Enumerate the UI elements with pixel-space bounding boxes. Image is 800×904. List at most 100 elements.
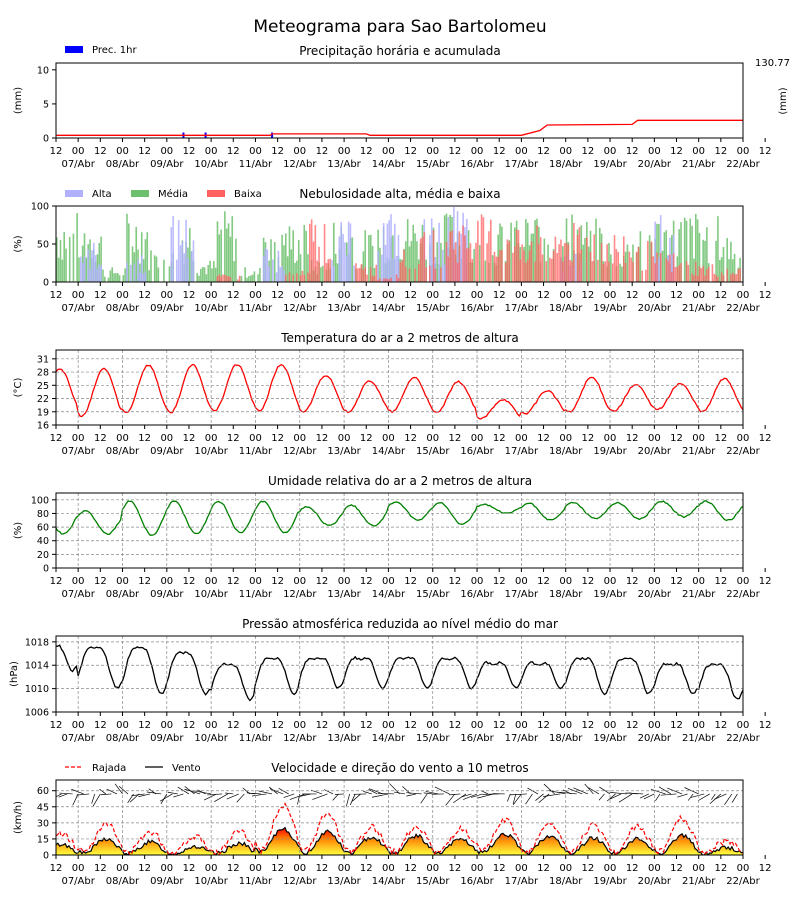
cloud-bar-media: [108, 278, 110, 282]
wind-xtick-label: 12: [138, 863, 151, 874]
humidity-xtick-label: 12: [626, 576, 639, 587]
wind-direction-arrow: [585, 784, 594, 794]
humidity-xtick-label: 00: [338, 576, 351, 587]
temp-xtick-label: 12: [759, 433, 772, 444]
cloud-bar-alta: [281, 266, 283, 282]
temp-xtick-label: 00: [160, 433, 173, 444]
humidity-xtick-label: 00: [692, 576, 705, 587]
main-title: Meteograma para Sao Bartolomeu: [253, 17, 546, 37]
humidity-xtick-label: 00: [515, 576, 528, 587]
pressure-panel: Pressão atmosférica reduzida ao nível mé…: [9, 617, 772, 744]
wind-direction-arrow: [194, 791, 211, 794]
cloud-bar-baixa: [222, 274, 224, 282]
clouds-xtick-label: 12: [493, 290, 506, 301]
humidity-xtick-label: 00: [249, 576, 262, 587]
cloud-bar-alta: [87, 249, 89, 282]
pressure-plot: [56, 645, 743, 700]
cloud-bar-media: [215, 268, 217, 282]
wind-xtick-label: 12: [94, 863, 107, 874]
clouds-title: Nebulosidade alta, média e baixa: [299, 187, 500, 201]
wind-date-label: 12/Abr: [283, 876, 317, 887]
pressure-xtick-label: 00: [205, 720, 218, 731]
cloud-bar-media: [335, 254, 337, 282]
temp-ytick-label: 22: [37, 394, 49, 405]
temp-plot: [56, 365, 743, 419]
wind-ytick-label: 30: [37, 818, 49, 829]
temp-date-label: 13/Abr: [327, 446, 361, 457]
precip-xtick-label: 12: [714, 146, 727, 157]
precip-xtick-label: 00: [737, 146, 750, 157]
cloud-bar-media: [599, 228, 601, 282]
cloud-bar-alta: [265, 248, 267, 282]
cloud-bar-alta: [139, 272, 141, 282]
cloud-bar-baixa: [217, 276, 219, 282]
wind-direction-arrow: [651, 789, 665, 794]
cloud-bar-baixa: [630, 257, 632, 282]
temp-date-label: 20/Abr: [638, 446, 672, 457]
precip-xtick-label: 12: [138, 146, 151, 157]
precip-ytick-label: 0: [43, 134, 49, 145]
wind-direction-arrow: [655, 794, 659, 801]
cloud-bar-baixa: [361, 264, 363, 282]
cloud-bar-media: [69, 237, 71, 282]
wind-xtick-label: 00: [382, 863, 395, 874]
cloud-bar-baixa: [592, 261, 594, 282]
wind-xtick-label: 12: [316, 863, 329, 874]
cloud-bar-media: [510, 223, 512, 282]
pressure-xtick-label: 12: [227, 720, 240, 731]
precip-xtick-label: 00: [338, 146, 351, 157]
wind-date-label: 21/Abr: [682, 876, 716, 887]
wind-xtick-label: 12: [360, 863, 373, 874]
humidity-date-label: 15/Abr: [416, 589, 450, 600]
temp-xtick-label: 12: [449, 433, 462, 444]
humidity-xtick-label: 12: [316, 576, 329, 587]
cloud-bar-baixa: [706, 269, 708, 282]
wind-direction-arrow: [237, 794, 245, 802]
temp-xtick-label: 12: [626, 433, 639, 444]
cloud-bar-baixa: [309, 224, 311, 282]
wind-direction-arrow: [626, 793, 644, 794]
pressure-line: [56, 645, 743, 700]
humidity-date-label: 16/Abr: [460, 589, 494, 600]
pressure-date-label: 22/Abr: [726, 733, 760, 744]
pressure-xtick-label: 12: [360, 720, 373, 731]
clouds-xtick-label: 00: [293, 290, 306, 301]
cloud-bar-baixa: [374, 276, 376, 282]
cloud-bar-baixa: [632, 262, 634, 282]
cloud-bar-media: [200, 269, 202, 282]
humidity-xtick-label: 12: [227, 576, 240, 587]
clouds-date-label: 22/Abr: [726, 303, 760, 314]
precip-legend-swatch: [65, 46, 83, 53]
cloud-bar-alta: [388, 220, 390, 282]
cloud-bar-baixa: [446, 242, 448, 282]
wind-direction-arrow: [92, 794, 95, 804]
cloud-bar-alta: [342, 234, 344, 282]
cloud-bar-baixa: [475, 243, 477, 282]
precip-xtick-label: 12: [360, 146, 373, 157]
wind-plot: [41, 783, 743, 855]
temp-xtick-label: 12: [271, 433, 284, 444]
cloud-bar-alta: [178, 220, 180, 282]
wind-date-label: 16/Abr: [460, 876, 494, 887]
clouds-xtick-label: 00: [692, 290, 705, 301]
cloud-bar-baixa: [558, 244, 560, 282]
cloud-bar-baixa: [520, 259, 522, 282]
pressure-xtick-label: 12: [404, 720, 417, 731]
cloud-bar-baixa: [239, 276, 241, 282]
wind-xtick-label: 00: [515, 863, 528, 874]
wind-xtick-label: 00: [471, 863, 484, 874]
cloud-bar-baixa: [715, 275, 717, 282]
cloud-bar-baixa: [366, 275, 368, 282]
cloud-bar-alta: [191, 252, 193, 282]
clouds-xtick-label: 12: [670, 290, 683, 301]
clouds-xtick-label: 00: [205, 290, 218, 301]
cloud-bar-media: [113, 273, 115, 282]
temp-xtick-label: 00: [338, 433, 351, 444]
humidity-date-label: 14/Abr: [372, 589, 406, 600]
cloud-bar-baixa: [555, 237, 557, 282]
cloud-bar-baixa: [403, 250, 405, 282]
cloud-bar-baixa: [586, 237, 588, 282]
cloud-bar-baixa: [580, 250, 582, 282]
cloud-bar-media: [63, 232, 65, 282]
precip-date-label: 13/Abr: [327, 159, 361, 170]
